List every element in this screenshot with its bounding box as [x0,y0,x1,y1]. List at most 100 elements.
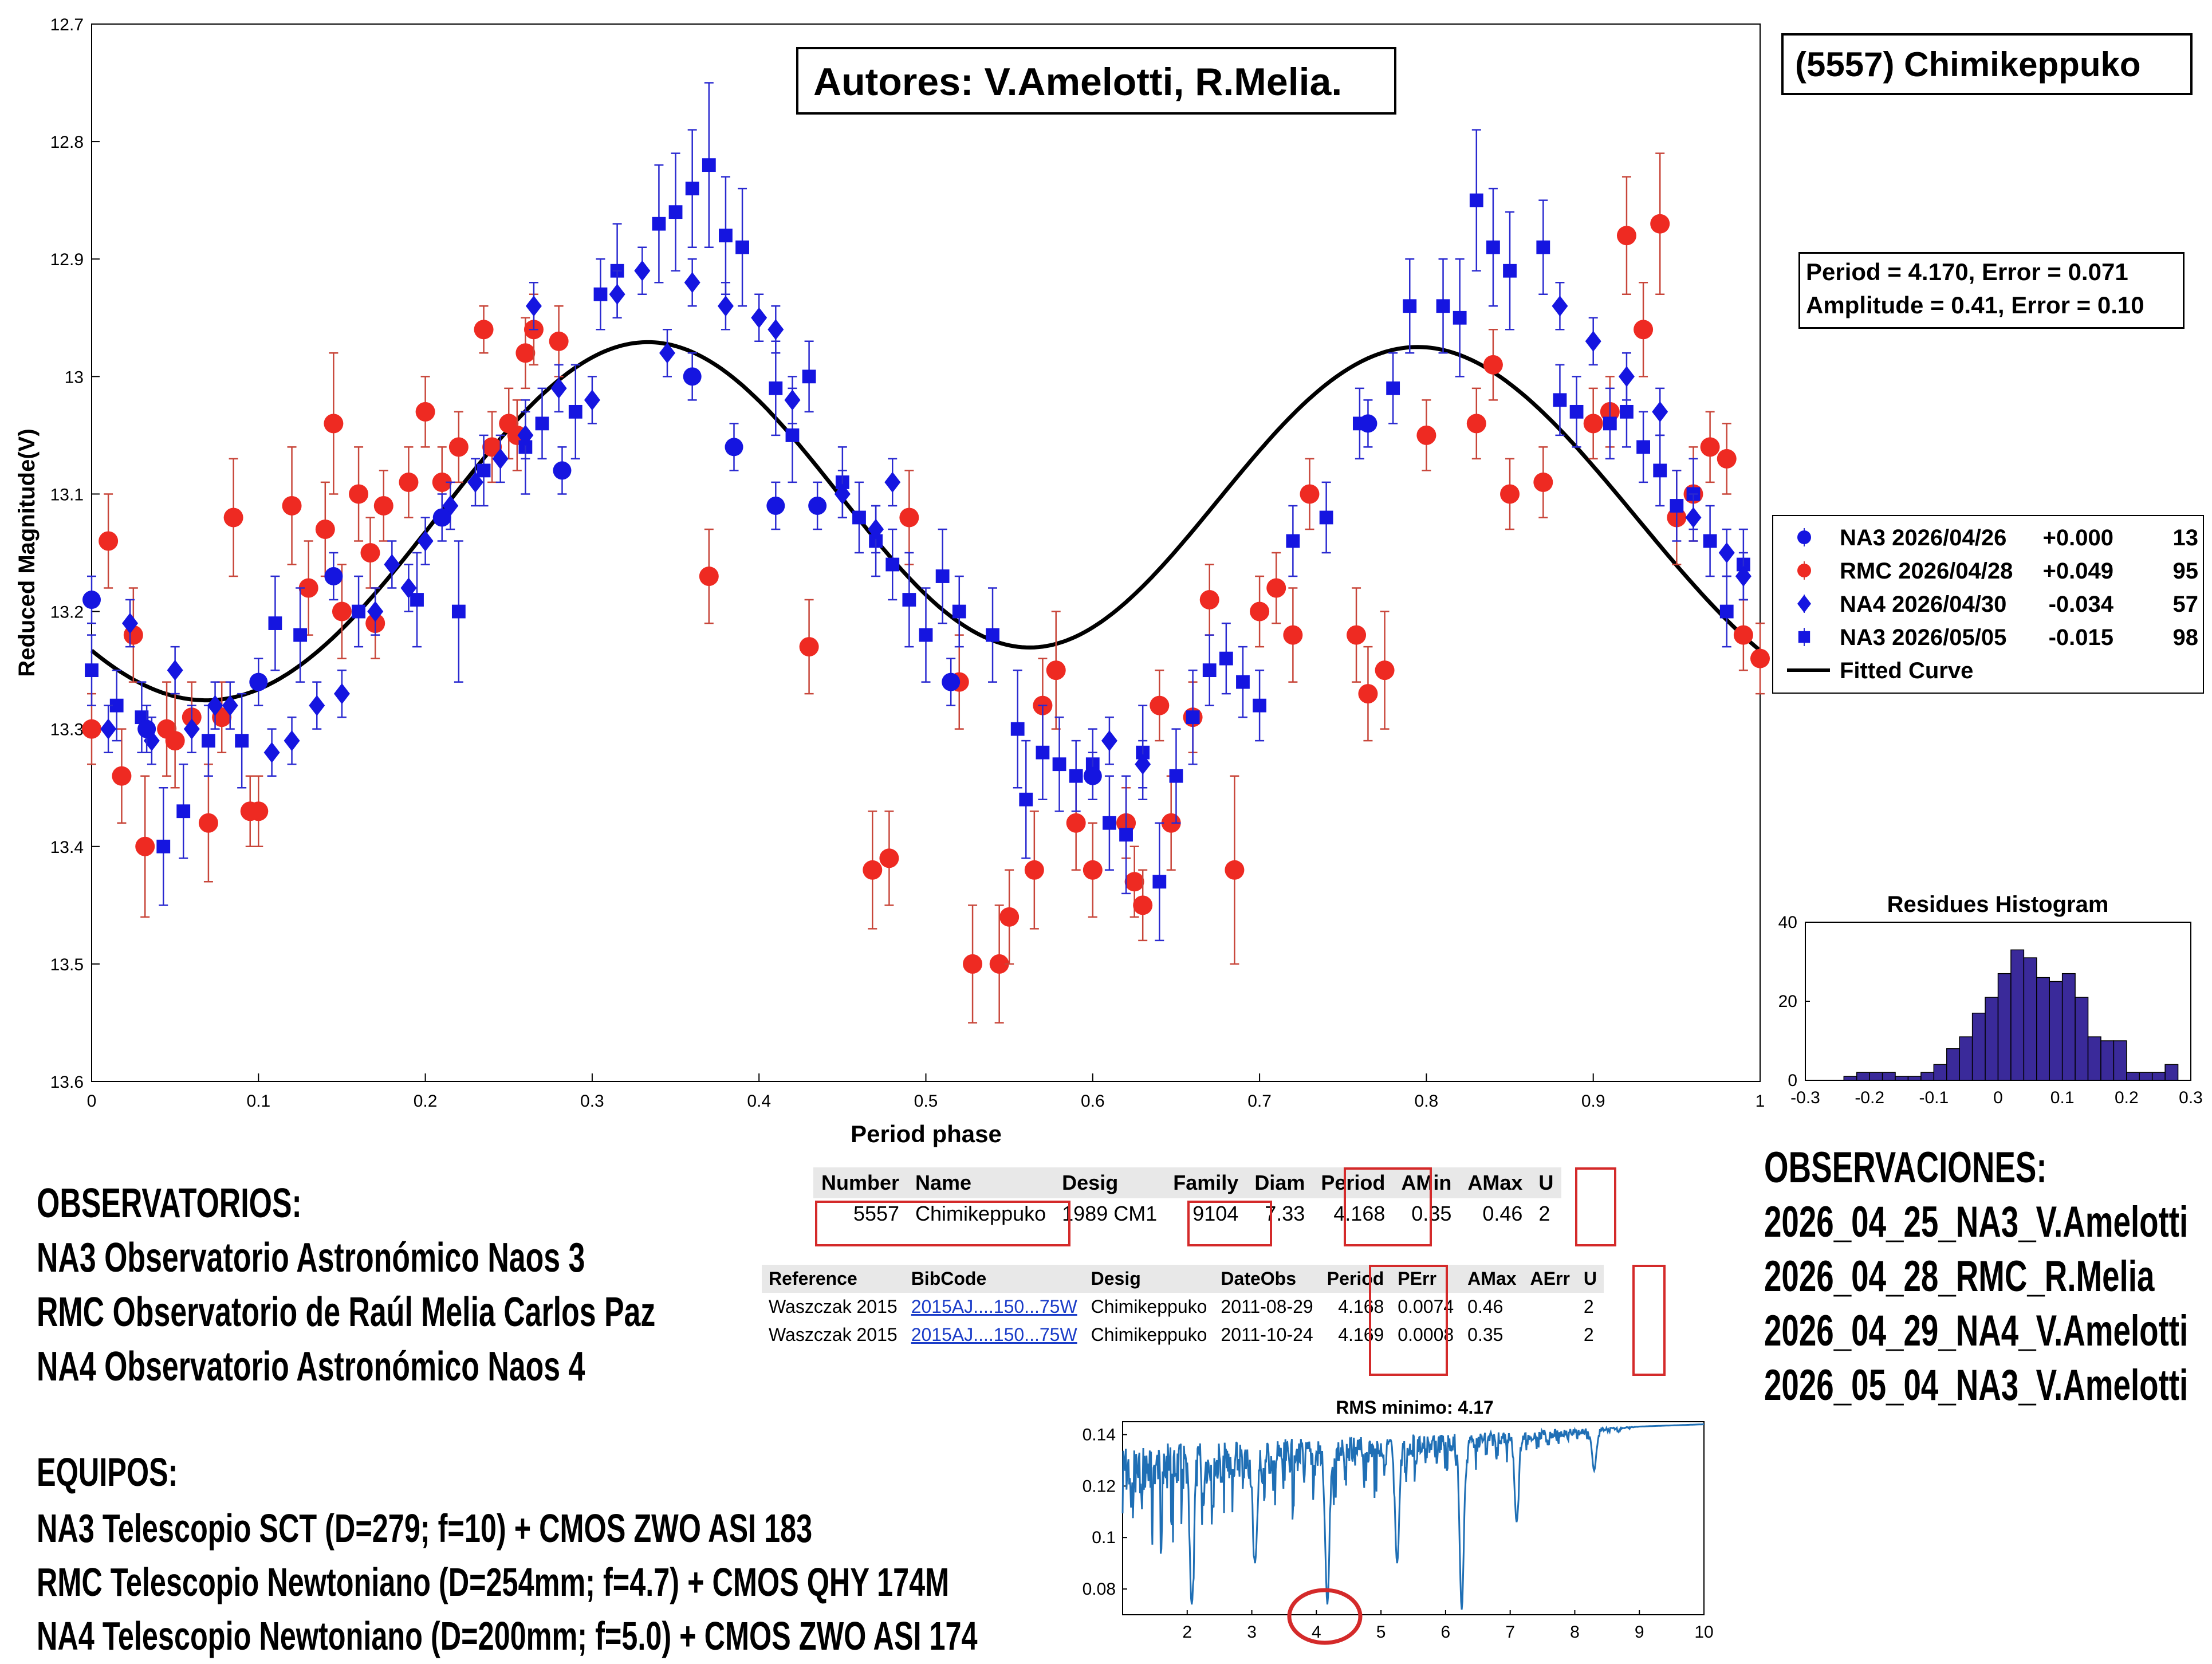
lcdb-details-table: Reference BibCode Desig DateObs Period P… [762,1265,1604,1349]
data-point [399,472,419,492]
data-point [1718,542,1735,564]
data-point [935,569,950,583]
data-point [1620,404,1634,419]
data-point [684,272,700,293]
legend-count: 95 [2173,558,2199,584]
data-point [1636,440,1650,454]
table-header-row: Reference BibCode Desig DateObs Period P… [762,1265,1604,1293]
data-point [198,813,218,833]
bibcode-link[interactable]: 2015AJ....150...75W [911,1324,1077,1345]
data-point [986,628,999,642]
observacion-line: 2026_05_04_NA3_V.Amelotti [1764,1361,2189,1410]
data-point [1634,320,1654,340]
data-point [293,628,308,642]
data-point [952,604,966,619]
x-tick-label: 0.3 [580,1092,604,1111]
data-point [432,472,452,492]
x-tick-label: 3 [1247,1623,1257,1642]
x-tick-label: 6 [1441,1623,1451,1642]
highlight-family [1187,1201,1272,1246]
x-tick-label: -0.2 [1855,1088,1884,1107]
table-cell: 0.0008 [1398,1324,1454,1345]
table-cell: 4.168 [1338,1296,1384,1317]
periodogram-ticks: 2 3 4 5 6 7 8 9 10 0.08 0.1 0.12 0.14 [1083,1425,1714,1642]
legend-offset: +0.000 [2043,525,2113,550]
x-tick-label: 7 [1505,1623,1515,1642]
highlight-period [1344,1167,1432,1246]
data-point [1533,472,1553,492]
observatorio-line: NA3 Observatorio Astronómico Naos 3 [37,1235,585,1281]
histogram-bar [2151,1072,2166,1081]
y-tick-label: 0 [1788,1071,1797,1090]
data-point [1733,625,1753,645]
y-tick-label: 13.6 [50,1073,84,1092]
data-point [852,510,866,525]
data-point [1199,590,1219,610]
data-point [899,508,919,528]
histogram-bar [1985,997,1999,1081]
data-point [1603,416,1617,431]
data-point [799,637,819,657]
table-cell: 0.46 [1482,1202,1523,1225]
x-axis-label: Period phase [851,1120,1002,1147]
periodogram-title: RMS minimo: 4.17 [1336,1397,1494,1418]
x-tick-label: 0.2 [2115,1088,2139,1107]
table-header: DateObs [1214,1265,1320,1293]
data-point [1652,401,1668,423]
highlight-period-refs [1369,1265,1448,1376]
table-cell: 2 [1583,1324,1594,1345]
bibcode-link[interactable]: 2015AJ....150...75W [911,1296,1077,1317]
table-header-row: Number Name Desig Family Diam Period AMi… [813,1167,1562,1198]
data-point [451,604,466,619]
data-point [1585,331,1601,352]
data-point [1717,449,1737,469]
data-point [725,438,743,457]
data-point [1719,604,1734,619]
data-point [1466,414,1486,434]
data-point [802,369,816,384]
data-point [1066,813,1086,833]
data-point [1286,534,1300,548]
data-point [1483,355,1503,375]
data-point [156,839,171,853]
data-point [112,766,132,786]
data-point [919,628,933,642]
y-tick-label: 20 [1778,992,1797,1011]
x-tick-label: 0.9 [1581,1092,1605,1111]
data-point [1569,404,1584,419]
table-cell [1524,1293,1577,1321]
data-point [593,287,608,301]
data-point [1735,565,1752,587]
data-point [884,471,901,493]
data-point [834,483,851,505]
data-point [1083,860,1103,880]
y-tick-label: 12.8 [50,133,84,152]
histogram-bar [1869,1072,1883,1081]
table-cell: 4.169 [1338,1324,1384,1345]
data-point [263,742,280,763]
histogram-bar [2061,973,2076,1081]
data-point [82,719,101,739]
data-point [100,718,117,739]
x-tick-label: 0.1 [246,1092,270,1111]
highlight-u-refs [1632,1265,1666,1376]
x-tick-label: 9 [1635,1623,1644,1642]
data-point [360,543,380,562]
data-point [249,672,268,691]
data-point [417,530,434,552]
data-point [1416,425,1436,445]
histogram-bar [2126,1072,2140,1081]
data-point [785,428,800,442]
data-point [324,567,343,586]
table-header: Period [1313,1167,1394,1198]
highlight-u [1575,1167,1616,1246]
y-tick-label: 0.12 [1083,1477,1116,1496]
data-point [517,424,534,446]
observacion-line: 2026_04_29_NA4_V.Amelotti [1764,1307,2189,1355]
data-point [384,554,400,575]
period-text: Period = 4.170, Error = 0.071 [1806,258,2128,285]
data-point [432,508,451,527]
histogram-bars [1843,949,2179,1081]
data-point [808,496,827,515]
data-point [1798,631,1810,643]
